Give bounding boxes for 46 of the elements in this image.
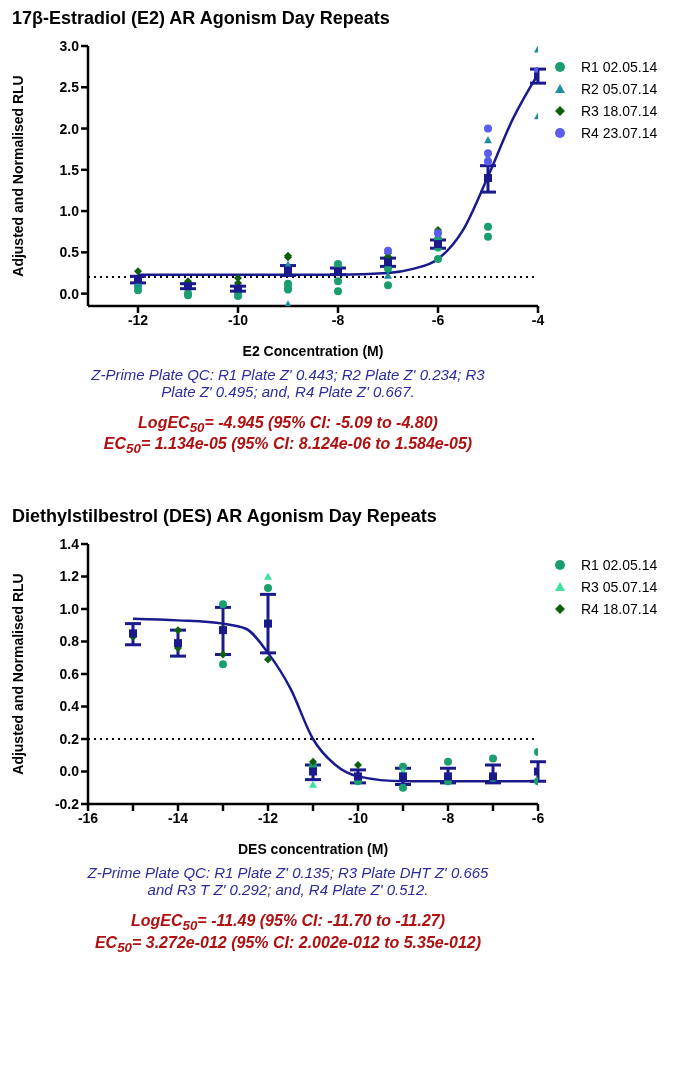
- chart-title: 17β-Estradiol (E2) AR Agonism Day Repeats: [11, 8, 391, 30]
- y-tick-label: 0.4: [59, 698, 80, 715]
- x-tick-label: -14: [167, 810, 189, 827]
- x-tick-label: -4: [531, 311, 545, 328]
- y-tick-label: 1.0: [59, 601, 80, 618]
- legend-label: R3 18.07.14: [581, 103, 658, 119]
- y-tick-label: 1.4: [59, 536, 80, 553]
- y-tick-label: -0.2: [54, 796, 80, 813]
- y-tick-label: 0.0: [59, 763, 80, 780]
- y-tick-label: 0.6: [59, 666, 80, 683]
- y-tick-label: 0.5: [59, 244, 80, 261]
- y-tick-label: 0.8: [59, 633, 80, 650]
- y-tick-label: 2.0: [59, 120, 80, 137]
- y-tick-label: 3.0: [59, 37, 80, 54]
- text: LogEC$_{50}$= -11.49 (95% CI: -11.70 to -11.27): [129, 912, 446, 934]
- x-tick-label: -8: [331, 311, 345, 328]
- x-tick-label: -12: [257, 810, 279, 827]
- y-axis-title: Adjusted and Normalised RLU: [9, 75, 26, 277]
- legend-label: R1 02.05.14: [581, 557, 658, 574]
- text: LogEC$_{50}$= -4.945 (95% CI: -5.09 to -4.80): [137, 414, 439, 436]
- legend-label: R4 23.07.14: [581, 125, 658, 141]
- y-axis-title: Adjusted and Normalised RLU: [9, 573, 26, 776]
- legend-label: R2 05.07.14: [581, 81, 658, 97]
- y-tick-label: 0.2: [59, 731, 80, 748]
- y-tick-label: 1.2: [59, 568, 80, 585]
- y-tick-label: 1.5: [59, 161, 80, 178]
- chart-title: Diethylstilbestrol (DES) AR Agonism Day Repeats: [11, 506, 438, 529]
- x-axis-title: E2 Concentration (M): [242, 343, 384, 359]
- legend-label: R1 02.05.14: [581, 59, 658, 75]
- y-tick-label: 0.0: [59, 285, 80, 302]
- x-tick-label: -10: [227, 311, 249, 328]
- text: EC$_{50}$= 1.134e-05 (95% CI: 8.124e-06 to 1.584e-05): [102, 435, 474, 457]
- y-tick-label: 1.0: [59, 203, 80, 220]
- legend-label: R3 05.07.14: [581, 579, 658, 596]
- x-tick-label: -16: [77, 810, 99, 827]
- x-tick-label: -12: [127, 311, 149, 328]
- text: EC$_{50}$= 3.272e-012 (95% CI: 2.002e-012 to 5.35e-012): [93, 933, 483, 955]
- y-tick-label: 2.5: [59, 79, 80, 96]
- x-tick-label: -6: [431, 311, 445, 328]
- legend-label: R4 18.07.14: [581, 601, 658, 618]
- x-tick-label: -10: [347, 810, 369, 827]
- text: Z-Prime Plate QC: R1 Plate Z' 0.135; R3 Plate DHT Z' 0.665 and R3 T Z' 0.292; and, R4 Plate Z' 0.512.: [86, 864, 490, 899]
- x-axis-title: DES concentration (M): [237, 841, 389, 858]
- x-tick-label: -6: [531, 810, 545, 827]
- x-tick-label: -8: [441, 810, 455, 827]
- text: Z-Prime Plate QC: R1 Plate Z' 0.443; R2 Plate Z' 0.234; R3 Plate Z' 0.495; and, R4 Plate Z' 0.667.: [90, 366, 486, 400]
